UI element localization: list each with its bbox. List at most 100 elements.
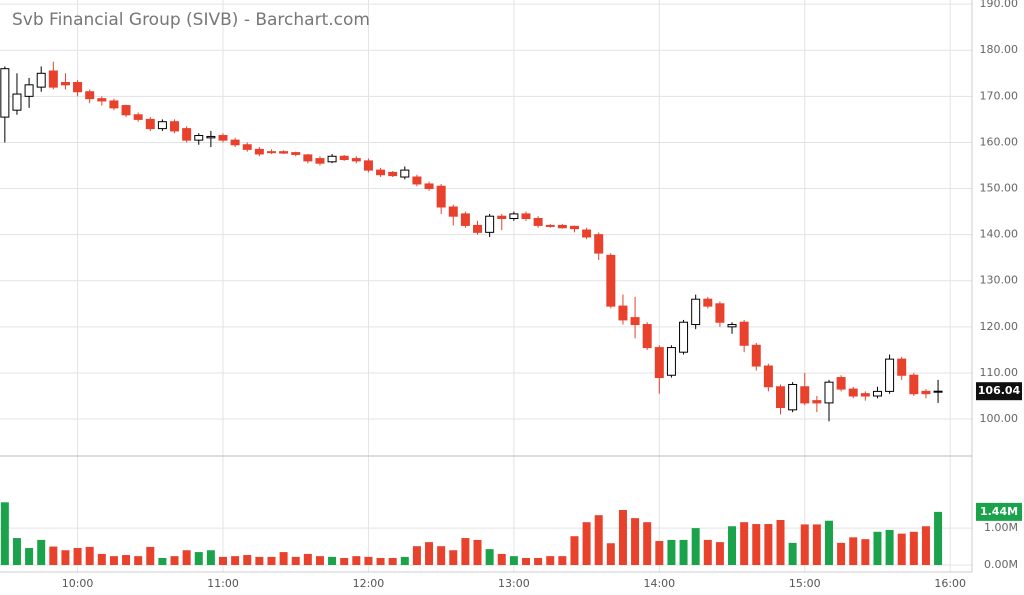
volume-bar <box>134 556 143 565</box>
volume-bar <box>909 531 918 565</box>
candle-body <box>230 139 240 146</box>
candle-body <box>218 135 228 141</box>
candle-body <box>545 224 555 227</box>
volume-bar <box>315 556 324 565</box>
volume-bar <box>655 541 664 565</box>
candle-body <box>860 393 870 397</box>
volume-bar <box>449 550 458 565</box>
volume-bar <box>740 522 749 565</box>
volume-bar <box>934 511 943 565</box>
candle-body <box>703 298 713 307</box>
candle-body <box>363 160 373 171</box>
volume-bar <box>715 542 724 565</box>
candle-body <box>642 324 652 349</box>
candle-body <box>424 183 434 190</box>
candle-body <box>618 305 628 321</box>
volume-bar <box>425 542 434 565</box>
candle-body <box>170 121 180 132</box>
candle-body <box>727 324 737 328</box>
candle-body <box>182 128 192 141</box>
candle-body <box>715 303 725 323</box>
volume-bar <box>158 557 167 565</box>
volume-bar <box>776 519 785 565</box>
volume-bar <box>921 526 930 565</box>
volume-bar <box>146 546 155 565</box>
candle-body <box>557 224 567 229</box>
x-tick-label: 14:00 <box>643 577 675 590</box>
current-volume-tag <box>976 502 1022 521</box>
last-price-tag <box>976 382 1022 401</box>
volume-bar <box>255 556 264 565</box>
candle-body <box>85 91 95 100</box>
candle-body <box>266 151 276 154</box>
candle-body <box>339 155 349 161</box>
y-tick-label: 170.00 <box>980 89 1019 102</box>
candle-body <box>12 93 22 111</box>
volume-bar <box>703 539 712 565</box>
volume-bar <box>49 546 58 565</box>
candle-body <box>24 84 34 97</box>
volume-bar <box>25 548 34 565</box>
volume-bar <box>0 502 9 565</box>
volume-bar <box>824 520 833 565</box>
volume-bar <box>12 538 21 565</box>
volume-bar <box>812 524 821 565</box>
volume-bar <box>206 550 215 565</box>
candle-body <box>763 365 773 388</box>
volume-bar <box>873 531 882 565</box>
candle-body <box>933 390 943 393</box>
y-tick-label: 180.00 <box>980 43 1019 56</box>
volume-bar <box>412 546 421 565</box>
volume-bar <box>861 539 870 565</box>
volume-bar <box>558 556 567 565</box>
volume-bar <box>122 555 131 565</box>
candle-body <box>400 169 410 178</box>
volume-bar <box>194 552 203 565</box>
candle-body <box>654 347 664 379</box>
volume-bar <box>570 536 579 565</box>
candle-body <box>569 225 579 230</box>
volume-tick-label: 0.00M <box>984 558 1018 571</box>
x-tick-label: 15:00 <box>789 577 821 590</box>
candle-body <box>242 144 252 150</box>
volume-bar <box>679 539 688 565</box>
candle-body <box>473 224 483 233</box>
candle-body <box>351 158 361 162</box>
candle-body <box>836 377 846 390</box>
candle-body <box>157 121 167 130</box>
volume-bar <box>400 556 409 565</box>
x-tick-label: 10:00 <box>62 577 94 590</box>
volume-bar <box>352 556 361 565</box>
candle-body <box>691 298 701 326</box>
volume-bar <box>885 529 894 565</box>
x-tick-label: 16:00 <box>934 577 966 590</box>
candle-body <box>739 321 749 346</box>
volume-bar <box>497 553 506 565</box>
candle-body <box>497 215 507 220</box>
volume-bar <box>582 522 591 565</box>
volume-bar <box>97 553 106 565</box>
volume-bar <box>109 556 118 565</box>
candle-body <box>788 383 798 411</box>
candle-body <box>848 388 858 397</box>
volume-bar <box>509 556 518 565</box>
candle-body <box>436 185 446 208</box>
volume-bar <box>618 510 627 565</box>
candle-body <box>315 158 325 164</box>
candle-body <box>60 82 70 86</box>
volume-bar <box>73 548 82 565</box>
volume-bar <box>376 557 385 565</box>
y-tick-label: 120.00 <box>980 320 1019 333</box>
candle-body <box>812 400 822 404</box>
candle-body <box>751 344 761 367</box>
candle-body <box>36 72 46 88</box>
volume-bar <box>61 550 70 565</box>
candle-body <box>582 229 592 238</box>
volume-bar <box>800 524 809 565</box>
candle-body <box>533 218 543 226</box>
x-tick-label: 12:00 <box>353 577 385 590</box>
candle-body <box>303 154 313 162</box>
volume-bar <box>461 538 470 565</box>
y-tick-label: 150.00 <box>980 182 1019 195</box>
volume-bar <box>521 557 530 565</box>
